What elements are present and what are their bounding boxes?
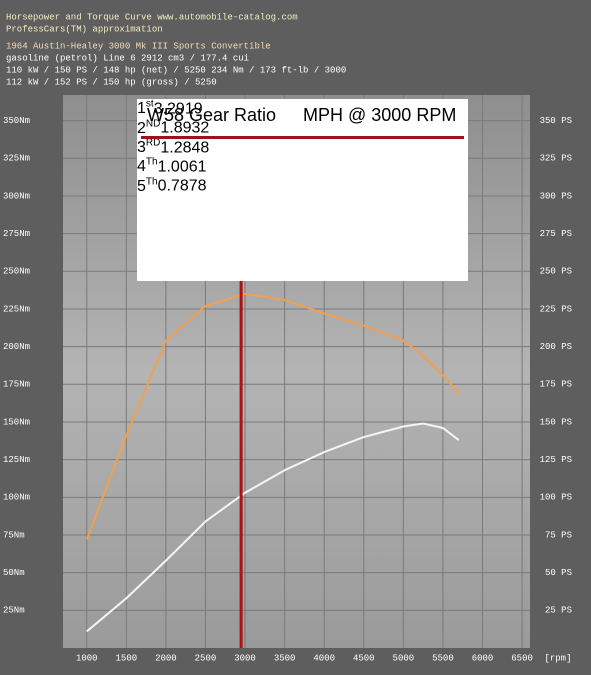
gear: 4Th <box>137 156 158 176</box>
y-tick-label: 175Nm <box>3 380 30 390</box>
y2-tick-label: 150 PS <box>540 417 572 427</box>
gear: 5Th <box>137 176 158 195</box>
table-row: 1st3.2919 <box>137 99 468 118</box>
gear-number: 4 <box>137 158 146 176</box>
gear-suffix: Th <box>145 156 158 168</box>
x-tick-label: 3000 <box>234 653 256 663</box>
gear: 2ND <box>137 118 161 137</box>
gear-number: 3 <box>137 138 146 156</box>
ratio: 0.78 <box>157 177 189 195</box>
gear-suffix: st <box>145 99 154 110</box>
table-row: 2ND1.8932 <box>137 118 468 137</box>
table-row: 4Th1.0061 <box>137 157 468 176</box>
y-tick-label: 125Nm <box>3 455 30 465</box>
y2-tick-label: 275 PS <box>540 229 572 239</box>
x-tick-label: 1000 <box>76 653 98 663</box>
ratio: 1.89 <box>160 119 192 137</box>
mph: 61 <box>188 158 207 176</box>
y2-tick-label: 225 PS <box>540 304 572 314</box>
table-header: MPH @ 3000 RPM <box>303 105 457 125</box>
x-tick-label: 2000 <box>155 653 177 663</box>
y-tick-label: 275Nm <box>3 229 30 239</box>
gear-table: W58 Gear Ratio MPH @ 3000 RPM 1st3.2919 2… <box>137 99 468 281</box>
header-line: 1964 Austin-Healey 3000 Mk III Sports Co… <box>6 41 271 51</box>
x-axis-label: [rpm] <box>544 653 571 663</box>
y2-tick-label: 200 PS <box>540 342 572 352</box>
gear-number: 1 <box>137 100 146 118</box>
gear-number: 5 <box>137 177 146 195</box>
y-tick-label: 50Nm <box>3 568 25 578</box>
header-line: 112 kW / 152 PS / 150 hp (gross) / 5250 <box>6 77 217 87</box>
y-tick-label: 350Nm <box>3 116 30 126</box>
x-tick-label: 1500 <box>116 653 138 663</box>
y2-tick-label: 250 PS <box>540 267 572 277</box>
y2-tick-label: 25 PS <box>545 606 572 616</box>
series-line <box>86 422 460 633</box>
x-tick-label: 4500 <box>353 653 375 663</box>
y-tick-label: 200Nm <box>3 342 30 352</box>
mph: 48 <box>191 138 210 156</box>
x-tick-label: 5500 <box>432 653 454 663</box>
y-tick-label: 150Nm <box>3 417 30 427</box>
y-tick-label: 225Nm <box>3 304 30 314</box>
ratio: 3.29 <box>153 100 185 118</box>
table-row: 3RD1.2848 <box>137 138 468 157</box>
y2-tick-label: 125 PS <box>540 455 572 465</box>
gear-suffix: RD <box>145 137 161 149</box>
table-header: W58 Gear Ratio <box>147 105 277 125</box>
y2-tick-label: 100 PS <box>540 493 572 503</box>
y-tick-label: 100Nm <box>3 493 30 503</box>
y2-tick-label: 350 PS <box>540 116 572 126</box>
y2-tick-label: 300 PS <box>540 191 572 201</box>
x-tick-label: 2500 <box>195 653 217 663</box>
header-line: gasoline (petrol) Line 6 2912 cm3 / 177.… <box>6 53 249 63</box>
gear: 1st <box>137 99 154 118</box>
x-tick-label: 3500 <box>274 653 296 663</box>
ratio: 1.00 <box>157 158 189 176</box>
table-row: 5Th0.7878 <box>137 176 468 195</box>
y-tick-label: 250Nm <box>3 267 30 277</box>
header-line: 110 kW / 150 PS / 148 hp (net) / 5250 23… <box>6 65 346 75</box>
y-tick-label: 75Nm <box>3 530 25 540</box>
header-line: ProfessCars(TM) approximation <box>6 24 163 34</box>
gear: 3RD <box>137 137 161 156</box>
mph: 32 <box>191 119 210 137</box>
mph: 78 <box>188 177 207 195</box>
mph: 19 <box>184 100 203 118</box>
y2-tick-label: 175 PS <box>540 380 572 390</box>
ratio: 1.28 <box>160 138 192 156</box>
x-tick-label: 6500 <box>511 653 533 663</box>
gear-suffix: Th <box>145 176 158 188</box>
gear-suffix: ND <box>145 118 161 130</box>
y-tick-label: 300Nm <box>3 191 30 201</box>
y-tick-label: 25Nm <box>3 606 25 616</box>
y2-tick-label: 75 PS <box>545 530 572 540</box>
y2-tick-label: 325 PS <box>540 154 572 164</box>
gear-number: 2 <box>137 119 146 137</box>
x-tick-label: 6000 <box>472 653 494 663</box>
x-tick-label: 4000 <box>313 653 335 663</box>
x-tick-label: 5000 <box>393 653 415 663</box>
y2-tick-label: 50 PS <box>545 568 572 578</box>
y-tick-label: 325Nm <box>3 154 30 164</box>
header-rule <box>141 136 464 139</box>
header-line: Horsepower and Torque Curve www.automobi… <box>6 12 298 22</box>
series-line <box>85 292 460 540</box>
